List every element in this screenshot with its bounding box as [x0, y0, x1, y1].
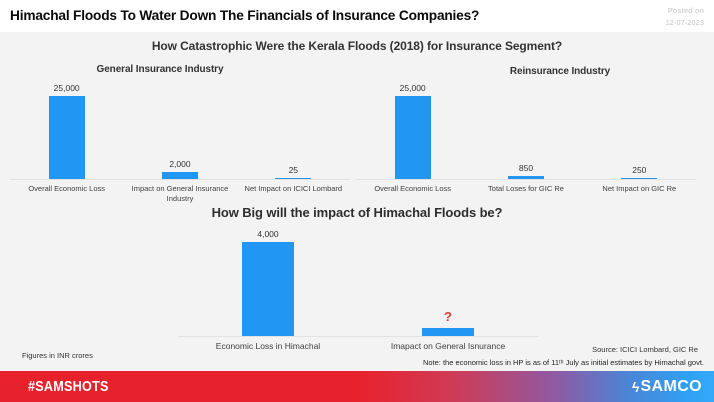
page-title: Himachal Floods To Water Down The Financ…	[10, 7, 480, 23]
bar	[507, 176, 544, 179]
footer-bar: #SAMSHOTS ϟ SAMCO	[0, 371, 714, 402]
bar-value-label: 850	[518, 163, 534, 173]
chart-himachal: 4,000 Economic Loss in Himachal? Imapact o…	[178, 227, 538, 352]
bar-column: 25,000 Overall Economic Loss	[356, 83, 470, 194]
bar	[275, 178, 312, 179]
samshots-hashtag: #SAMSHOTS	[28, 378, 109, 395]
bar	[394, 96, 431, 179]
himachal-section-title: How Big will the impact of Himachal Floo…	[211, 205, 503, 220]
chart-reinsurance: 25,000 Overall Economic Loss 850 Total Lose…	[356, 83, 696, 194]
samco-brand-name: SAMCO	[640, 377, 702, 395]
bar-plot-area: 250	[582, 83, 696, 180]
bar	[161, 172, 198, 179]
bar	[621, 178, 658, 179]
figures-footnote: Figures in INR crores	[22, 351, 93, 360]
bar-column: 250 Net Impact on GIC Re	[582, 83, 696, 194]
bar-plot-area: 25	[236, 83, 350, 180]
reinsurance-subtitle: Reinsurance Industry	[509, 66, 611, 77]
bar-plot-area: 4,000	[178, 227, 358, 337]
bar-category-label: Net Impact on GIC Re	[602, 184, 677, 193]
posted-on-label: Posted on	[667, 6, 704, 15]
bar-category-label: Net Impact on ICICI Lombard	[244, 184, 343, 193]
bar-category-label: Total Loses for GIC Re	[488, 184, 564, 193]
bar-value-label: 25	[288, 165, 299, 175]
bar-column: 2,000 Impact on General Insurance Industr…	[123, 83, 237, 204]
bar-category-label: Overall Economic Loss	[28, 184, 106, 193]
header: Himachal Floods To Water Down The Financ…	[0, 0, 714, 32]
bar-value-label: 2,000	[169, 159, 191, 169]
bar	[48, 96, 85, 179]
bar-value-label: 250	[632, 165, 647, 175]
bar-category-label: Overall Economic Loss	[374, 184, 452, 193]
note-footnote: Note: the economic loss in HP is as of 1…	[422, 358, 704, 367]
bar	[422, 328, 474, 336]
bar-plot-area: 25,000	[10, 83, 124, 180]
bar-category-label: Impact on General Insurance Industry	[131, 184, 229, 203]
bar-column: 25 Net Impact on ICICI Lombard	[236, 83, 350, 194]
bar-column: 850 Total Loses for GIC Re	[469, 83, 583, 194]
chart-general-insurance: 25,000 Overall Economic Loss 2,000 Impact o…	[10, 83, 350, 204]
samco-logo: ϟ SAMCO	[632, 378, 702, 396]
bar	[242, 242, 294, 336]
bar-column: 25,000 Overall Economic Loss	[10, 83, 124, 194]
posted-on-date: Posted on 12-07-2023	[666, 5, 704, 28]
bar-value-label: 4,000	[257, 229, 279, 239]
unknown-value-question-mark: ?	[444, 309, 452, 324]
bar-plot-area: 25,000	[356, 83, 470, 180]
posted-on-value: 12-07-2023	[665, 17, 704, 27]
source-footnote: Source: ICICI Lombard, GIC Re	[592, 345, 698, 354]
bar-plot-area: 2,000	[123, 83, 237, 180]
bar-plot-area: 850	[469, 83, 583, 180]
bar-value-label: 25,000	[399, 83, 426, 93]
bar-value-label: 25,000	[53, 83, 80, 93]
bar-category-label: Imapact on General Isnurance	[390, 341, 506, 351]
general-insurance-subtitle: General Insurance Industry	[96, 64, 224, 75]
bar-plot-area: ?	[358, 227, 538, 337]
bar-column: 4,000 Economic Loss in Himachal	[178, 227, 358, 352]
content-panel: How Catastrophic Were the Kerala Floods …	[0, 32, 714, 371]
bar-column: ? Imapact on General Isnurance	[358, 227, 538, 352]
kerala-section-title: How Catastrophic Were the Kerala Floods …	[151, 39, 563, 53]
bar-category-label: Economic Loss in Himachal	[215, 341, 321, 351]
lightning-bolt-icon: ϟ	[632, 378, 640, 395]
